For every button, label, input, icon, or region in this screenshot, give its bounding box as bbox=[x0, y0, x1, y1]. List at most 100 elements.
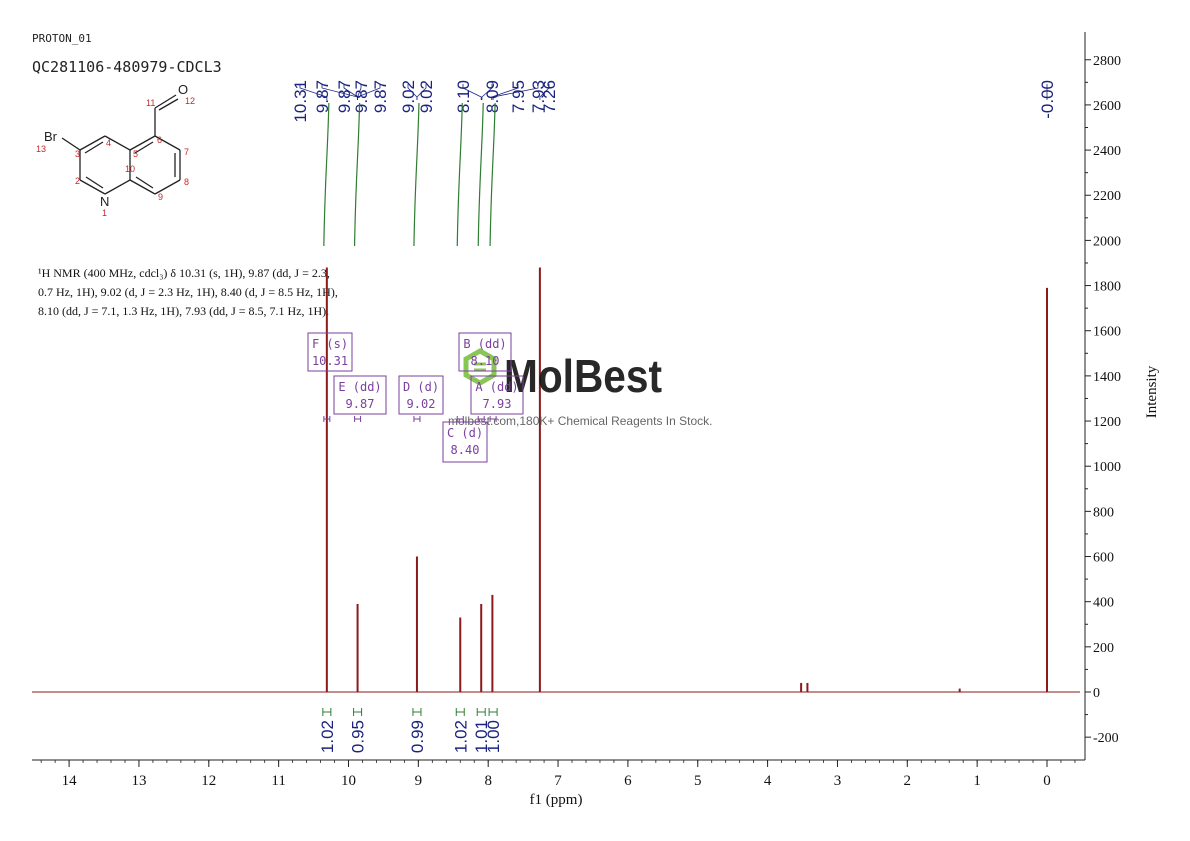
peak-label: 9.87 bbox=[313, 80, 332, 113]
watermark: MolBest molbest.com,180K+ Chemical Reage… bbox=[448, 348, 712, 428]
x-tick-label: 5 bbox=[694, 773, 702, 789]
integral-bracket bbox=[353, 708, 363, 716]
x-tick-label: 10 bbox=[341, 773, 356, 789]
integral-curve bbox=[413, 102, 420, 247]
integral-bracket bbox=[488, 708, 498, 716]
experiment-name: PROTON_01 bbox=[32, 32, 92, 45]
peak-label: 9.02 bbox=[417, 80, 436, 113]
multiplet-range-marker bbox=[354, 416, 362, 422]
integral-value: 1.02 bbox=[318, 720, 337, 753]
multiplet-value: 8.40 bbox=[451, 443, 480, 457]
x-axis-label: f1 (ppm) bbox=[530, 792, 583, 808]
multiplet-range-marker bbox=[413, 416, 421, 422]
x-tick-label: 4 bbox=[764, 773, 772, 789]
y-tick-label: 0 bbox=[1093, 686, 1100, 701]
integral-value: 0.95 bbox=[349, 720, 368, 753]
peak-label: 9.87 bbox=[335, 80, 354, 113]
integral-curve bbox=[477, 102, 484, 247]
y-tick-label: -200 bbox=[1093, 731, 1119, 746]
peak-label: 7.95 bbox=[509, 80, 528, 113]
x-tick-label: 7 bbox=[554, 773, 562, 789]
x-tick-label: 8 bbox=[484, 773, 492, 789]
y-tick-label: 1600 bbox=[1093, 325, 1121, 340]
x-tick-label: 12 bbox=[201, 773, 216, 789]
integral-curves bbox=[323, 102, 496, 247]
watermark-tagline: molbest.com,180K+ Chemical Reagents In S… bbox=[448, 414, 712, 428]
y-tick-label: 1000 bbox=[1093, 460, 1121, 475]
y-tick-label: 1400 bbox=[1093, 370, 1121, 385]
multiplet-box bbox=[442, 421, 488, 463]
integral-bracket bbox=[455, 708, 465, 716]
peak-label: 9.87 bbox=[352, 80, 371, 113]
peak-connector bbox=[462, 84, 482, 100]
y-tick-label: 2800 bbox=[1093, 54, 1121, 69]
y-tick-label: 2000 bbox=[1093, 234, 1121, 249]
description-line-3: 8.10 (dd, J = 7.1, 1.3 Hz, 1H), 7.93 (dd… bbox=[38, 304, 329, 318]
multiplet-id: C (d) bbox=[447, 426, 483, 440]
multiplet-box bbox=[398, 375, 444, 415]
peak-label: -0.00 bbox=[1038, 80, 1057, 119]
y-tick-label: 800 bbox=[1093, 505, 1114, 520]
x-tick-label: 13 bbox=[131, 773, 146, 789]
integral-value: 1.00 bbox=[484, 720, 503, 753]
multiplet-id: B (dd) bbox=[463, 337, 506, 351]
atom-c5-number: 5 bbox=[133, 149, 138, 159]
multiplet-range-marker bbox=[323, 416, 331, 422]
x-tick-label: 11 bbox=[271, 773, 285, 789]
integral-curve bbox=[456, 102, 463, 247]
peak-label: 8.10 bbox=[454, 80, 473, 113]
multiplet-value: 9.87 bbox=[346, 397, 375, 411]
multiplet-value: 10.31 bbox=[312, 354, 348, 368]
atom-c4-number: 4 bbox=[106, 138, 111, 148]
y-tick-label: 1200 bbox=[1093, 415, 1121, 430]
atom-c2-number: 2 bbox=[75, 176, 80, 186]
atom-o: O bbox=[178, 82, 188, 97]
sample-id: QC281106-480979-CDCL3 bbox=[32, 58, 222, 76]
peak-connector bbox=[416, 84, 427, 100]
y-tick-label: 1800 bbox=[1093, 280, 1121, 295]
molbest-logo-icon bbox=[463, 348, 497, 386]
multiplet-box bbox=[470, 375, 524, 415]
x-tick-label: 0 bbox=[1043, 773, 1051, 789]
description-line-1: ¹H NMR (400 MHz, cdcl₃) δ 10.31 (s, 1H),… bbox=[38, 266, 330, 280]
peak-label: 10.31 bbox=[291, 80, 310, 123]
spectrum bbox=[32, 267, 1080, 693]
multiplet-box bbox=[458, 332, 512, 372]
peak-label: 9.02 bbox=[399, 80, 418, 113]
atom-c8-number: 8 bbox=[184, 177, 189, 187]
x-axis-ticks: 14 13 12 11 10 9 8 7 6 5 4 3 2 1 0 bbox=[40, 760, 1076, 789]
peak-connector bbox=[491, 84, 519, 100]
multiplet-range-marker bbox=[477, 416, 485, 422]
atom-c9-number: 9 bbox=[158, 192, 163, 202]
peak-labels: 10.31 9.87 9.879.87 9.87 9.02 9.02 8.10 8.09 7.9… bbox=[291, 80, 1057, 123]
x-tick-label: 1 bbox=[973, 773, 981, 789]
atom-c6-number: 6 bbox=[157, 135, 162, 145]
peak-label: 7.93 bbox=[529, 80, 548, 113]
integral-value: 1.02 bbox=[451, 720, 470, 753]
nmr-description: ¹H NMR (400 MHz, cdcl₃) δ 10.31 (s, 1H),… bbox=[38, 266, 338, 318]
description-line-2: 0.7 Hz, 1H), 9.02 (d, J = 2.3 Hz, 1H), 8… bbox=[38, 285, 338, 299]
y-axis: -200 0 200 400 600 800 1000 1200 1400 1600 1800 200… bbox=[1085, 54, 1121, 746]
atom-o-number: 12 bbox=[185, 96, 195, 106]
x-tick-label: 9 bbox=[415, 773, 423, 789]
multiplet-id: F (s) bbox=[312, 337, 348, 351]
multiplet-boxes: F (s) 10.31 E (dd) 9.87 D (d) 9.02 B (dd) 8.10 A… bbox=[307, 332, 524, 463]
y-tick-label: 2600 bbox=[1093, 99, 1121, 114]
multiplet-range-marker bbox=[489, 416, 497, 422]
atom-c10-number: 10 bbox=[125, 164, 135, 174]
atom-br-number: 13 bbox=[36, 144, 46, 154]
integral-value: 1.01 bbox=[472, 720, 491, 753]
multiplet-box bbox=[333, 375, 387, 415]
x-tick-label: 6 bbox=[624, 773, 632, 789]
multiplet-box bbox=[307, 332, 353, 372]
integrals: 1.02 0.95 0.99 1.02 1.011.00 bbox=[318, 708, 503, 753]
peak-connector bbox=[357, 84, 381, 100]
atom-c11-number: 11 bbox=[146, 98, 155, 108]
atom-c3-number: 3 bbox=[75, 149, 80, 159]
watermark-brand: MolBest bbox=[504, 350, 662, 402]
multiplet-value: 8.10 bbox=[471, 354, 500, 368]
y-axis-label: Intensity bbox=[1144, 365, 1160, 418]
atom-n-number: 1 bbox=[102, 208, 107, 218]
peak-connector bbox=[299, 84, 328, 100]
peak-connector bbox=[492, 84, 539, 100]
